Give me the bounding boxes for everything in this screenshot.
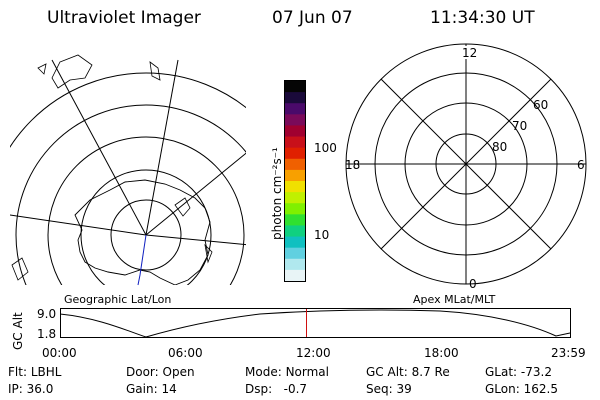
status-dsp: Dsp: -0.7 xyxy=(245,382,308,396)
status-gc-alt: GC Alt: 8.7 Re xyxy=(366,365,450,379)
colorbar-band xyxy=(285,269,305,282)
status-seq: Seq: 39 xyxy=(366,382,412,396)
status-flt: Flt: LBHL xyxy=(8,365,62,379)
altitude-timeline xyxy=(60,308,571,338)
meridian-line xyxy=(145,152,246,236)
geographic-map xyxy=(10,54,246,286)
timeline-xtick-2359: 23:59 xyxy=(551,346,586,360)
apex-polar-grid xyxy=(345,43,587,285)
mlat-label-80: 80 xyxy=(492,140,508,154)
timeline-ytick-max: 9.0 xyxy=(37,307,57,321)
colorbar-band xyxy=(285,192,305,204)
mlt-label-12: 12 xyxy=(462,46,478,60)
mlat-label-70: 70 xyxy=(512,119,528,133)
lat-circle xyxy=(15,104,246,285)
mlt-line xyxy=(380,78,552,250)
status-ip: IP: 36.0 xyxy=(8,382,54,396)
lat-circle xyxy=(47,136,245,285)
satellite-track xyxy=(137,234,147,286)
coastline xyxy=(204,243,213,264)
colorbar-unit-label: photon cm⁻²s⁻¹ xyxy=(270,147,284,240)
colorbar xyxy=(284,80,306,282)
coastline xyxy=(37,63,47,75)
colorbar-band xyxy=(285,203,305,215)
colorbar-band xyxy=(285,247,305,260)
mlat-label-60: 60 xyxy=(533,98,549,112)
status-glat: GLat: -73.2 xyxy=(485,365,552,379)
colorbar-band xyxy=(285,158,305,171)
meridian-line xyxy=(145,234,246,246)
instrument-title: Ultraviolet Imager xyxy=(47,8,201,28)
colorbar-band xyxy=(285,81,305,93)
coastline xyxy=(51,54,93,89)
coastline xyxy=(174,197,191,217)
timeline-xtick-1200: 12:00 xyxy=(296,346,331,360)
mlt-label-0: 0 xyxy=(469,277,477,291)
mlt-label-6: 6 xyxy=(577,158,585,172)
colorbar-band xyxy=(285,125,305,138)
coastline xyxy=(74,179,211,285)
lat-circle xyxy=(110,199,182,271)
mlt-label-18: 18 xyxy=(345,158,361,172)
colorbar-tick-100: 100 xyxy=(314,141,337,155)
colorbar-band xyxy=(285,114,305,126)
timeline-xtick-1800: 18:00 xyxy=(424,346,459,360)
status-gain: Gain: 14 xyxy=(126,382,177,396)
colorbar-tick-10: 10 xyxy=(314,228,330,242)
colorbar-band xyxy=(285,181,305,193)
colorbar-band xyxy=(285,103,305,115)
lat-circle xyxy=(10,72,246,148)
meridian-line xyxy=(145,59,179,236)
altitude-curve xyxy=(60,309,571,338)
coastline xyxy=(11,257,29,281)
status-door: Door: Open xyxy=(126,365,195,379)
colorbar-band xyxy=(285,147,305,160)
meridian-line xyxy=(10,214,147,236)
timeline-ytick-min: 1.8 xyxy=(37,327,57,341)
colorbar-band xyxy=(285,214,305,226)
colorbar-band xyxy=(285,169,305,182)
date-label: 07 Jun 07 xyxy=(272,8,353,28)
geographic-label: Geographic Lat/Lon xyxy=(64,293,172,306)
colorbar-band xyxy=(285,236,305,249)
lat-circle xyxy=(80,169,212,285)
timeline-xtick-0000: 00:00 xyxy=(42,346,77,360)
time-label: 11:34:30 UT xyxy=(430,8,535,28)
status-mode: Mode: Normal xyxy=(245,365,329,379)
colorbar-band xyxy=(285,136,305,149)
colorbar-band xyxy=(285,225,305,238)
coastline xyxy=(149,61,161,81)
colorbar-band xyxy=(285,92,305,104)
timeline-xtick-0600: 06:00 xyxy=(168,346,203,360)
meridian-line xyxy=(51,59,147,236)
timeline-ylabel: GC Alt xyxy=(11,312,25,350)
apex-label: Apex MLat/MLT xyxy=(413,293,496,306)
colorbar-band xyxy=(285,258,305,271)
status-glon: GLon: 162.5 xyxy=(485,382,558,396)
